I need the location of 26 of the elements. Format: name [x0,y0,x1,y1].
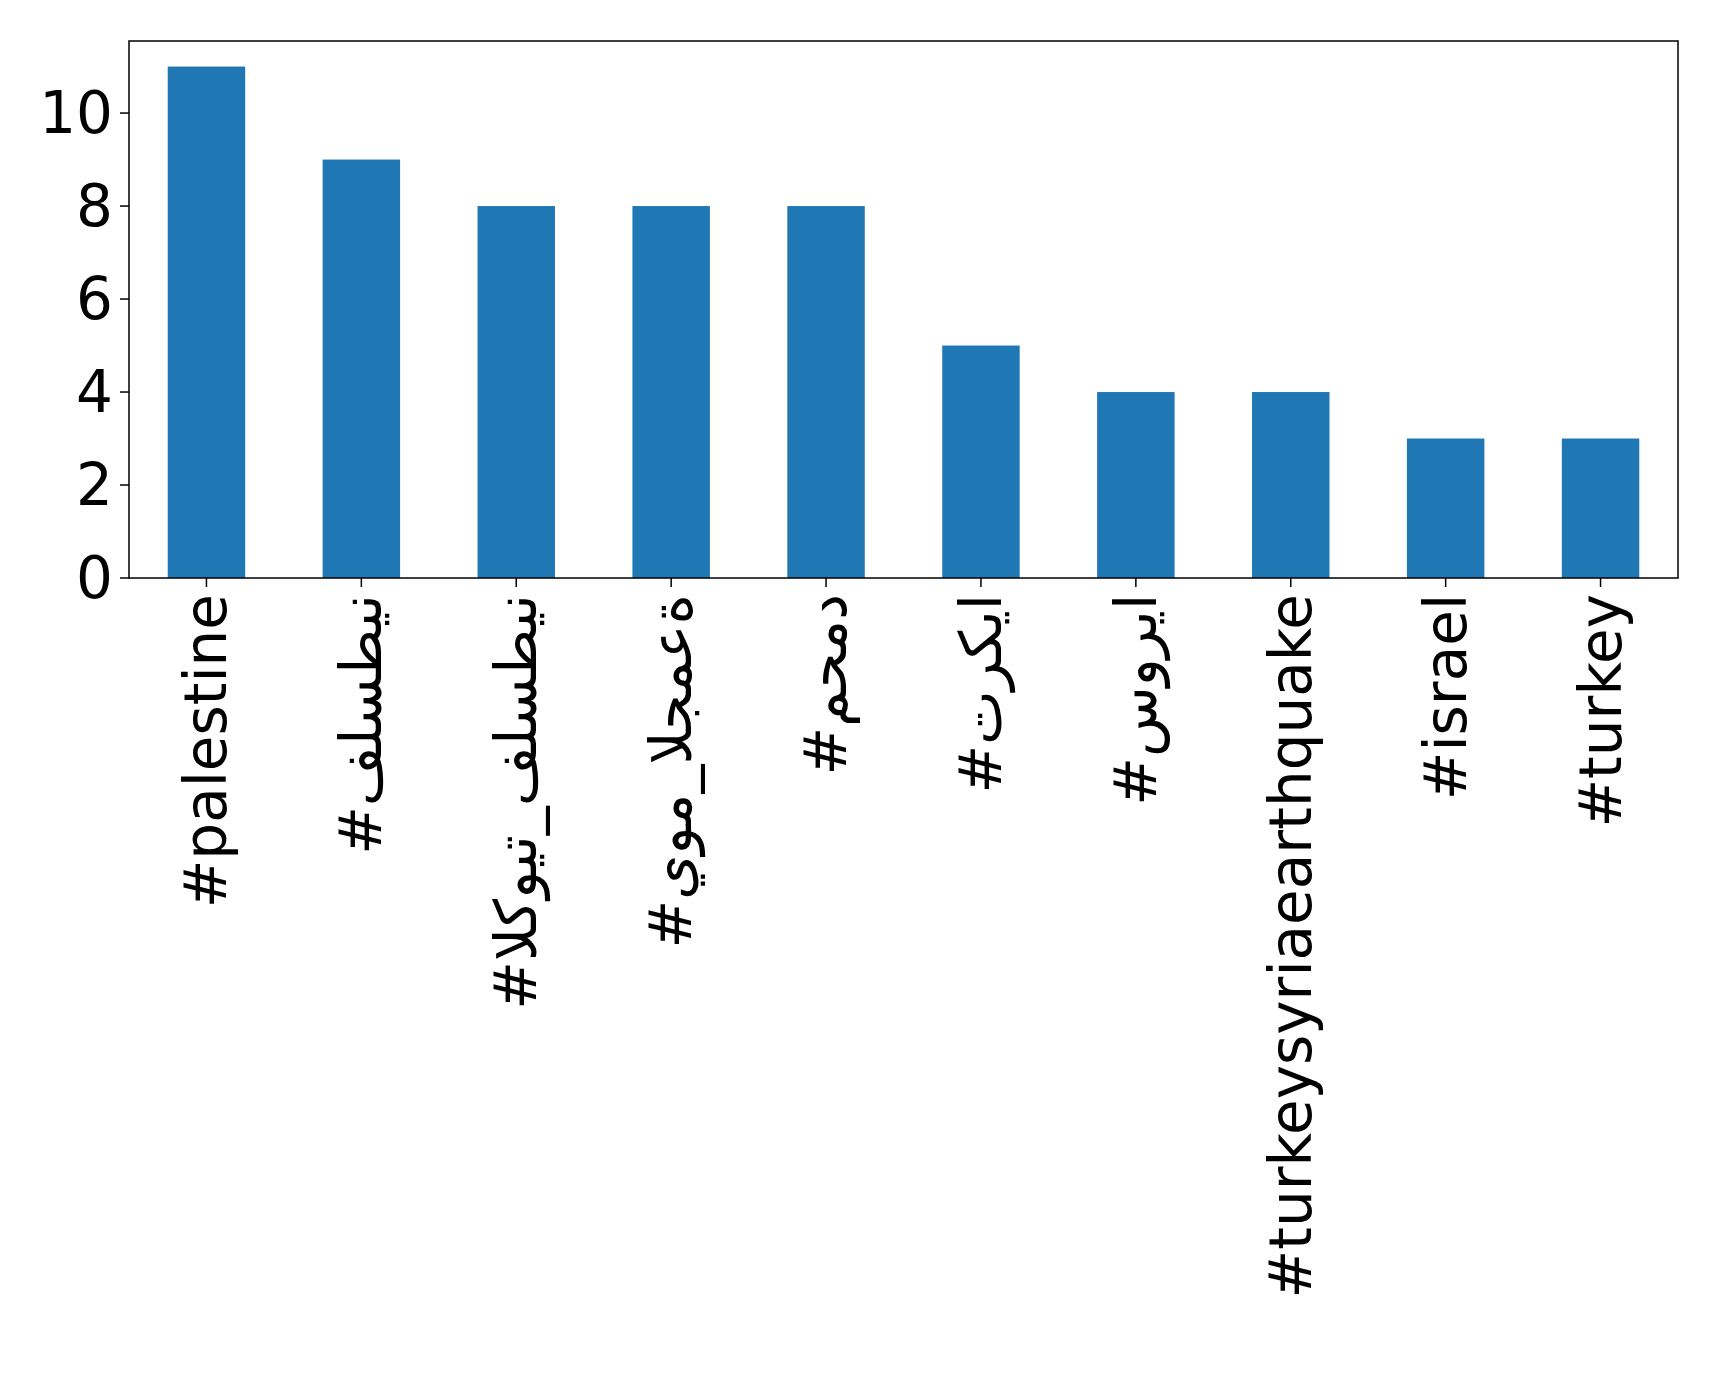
bar [167,66,246,578]
x-tick-label: #فلسطين [327,594,396,855]
x-tick-label: #الكويت_فلسطين [482,594,552,1010]
y-tick-label: 0 [76,544,113,612]
y-tick-label: 8 [76,172,113,241]
bar [1406,438,1485,578]
bar [942,345,1020,578]
x-tick-label: #محمد [792,594,861,776]
x-tick-label: #israel [1411,594,1480,801]
y-tick-label: 4 [76,358,113,427]
x-tick-label: #يوم_الجمعة [637,594,707,949]
bar [1097,392,1175,578]
bar [1561,438,1640,578]
bar [632,206,710,578]
y-tick-label: 10 [39,79,113,148]
x-tick-label: #palestine [172,594,241,909]
bar [477,206,555,578]
bar [322,159,401,578]
bar [1252,392,1330,578]
bar [787,206,865,578]
y-tick-label: 6 [76,265,113,334]
y-tick-label: 2 [76,451,113,520]
x-tick-label: #turkey [1566,594,1635,828]
x-tick-label: #turkeysyriaearthquake [1256,594,1325,1299]
x-tick-label: #سوريا [1101,594,1171,806]
x-tick-label: #تركيا [946,594,1016,794]
